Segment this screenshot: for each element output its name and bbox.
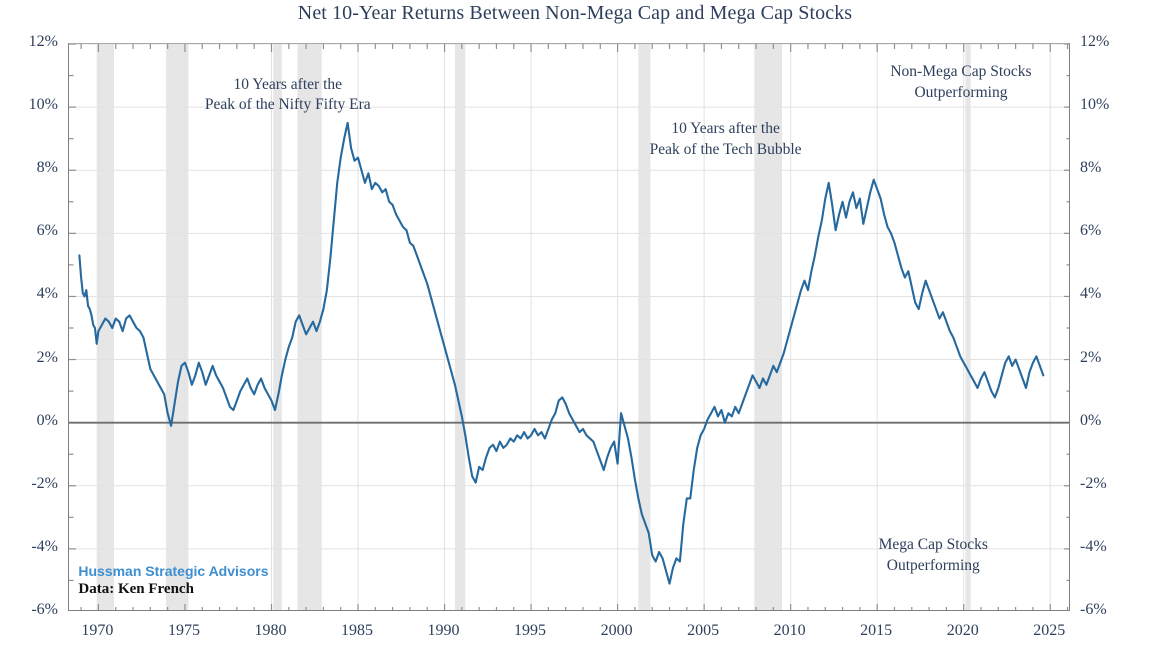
chart-canvas	[69, 44, 1069, 610]
x-axis-tick-label: 2020	[946, 622, 979, 639]
annotation-line-2: Outperforming	[886, 557, 980, 575]
x-axis-tick-label: 2005	[687, 622, 720, 639]
annotation-line-2: Outperforming	[914, 83, 1008, 101]
chart-credit: Hussman Strategic Advisors Data: Ken Fre…	[78, 562, 268, 600]
y-axis-tick-label-left: 6%	[36, 222, 58, 240]
x-axis-tick-label: 2015	[860, 622, 893, 639]
y-axis-tick-label-right: 6%	[1080, 222, 1102, 240]
x-axis-tick-label: 1980	[254, 622, 287, 639]
x-axis-tick-label: 1990	[427, 622, 460, 639]
y-axis-tick-label-left: -2%	[31, 474, 58, 492]
annotation-line-1: Non-Mega Cap Stocks	[890, 62, 1032, 80]
page-title: Net 10-Year Returns Between Non-Mega Cap…	[297, 2, 853, 24]
y-axis-tick-label-right: 12%	[1080, 33, 1110, 50]
y-axis-tick-label-left: 2%	[36, 348, 58, 366]
gridlines	[69, 44, 1069, 610]
y-axis-tick-label-left: 4%	[36, 285, 58, 303]
annotation-line-1: Mega Cap Stocks	[878, 536, 988, 554]
x-axis-tick-label: 1985	[341, 622, 373, 639]
y-axis-tick-label-left: 12%	[28, 33, 58, 50]
x-axis-tick-label: 1995	[514, 622, 547, 639]
y-axis-tick-label-left: -6%	[31, 601, 58, 618]
annotation-line-1: 10 Years after the	[671, 119, 780, 137]
data-series-line	[78, 121, 1045, 585]
y-axis-tick-label-left: 8%	[36, 159, 58, 177]
x-axis-tick-label: 2010	[773, 622, 806, 639]
y-axis-tick-label-left: -4%	[31, 537, 58, 555]
y-axis-tick-label-right: 2%	[1080, 348, 1102, 366]
y-axis-tick-label-right: 8%	[1080, 159, 1102, 177]
y-axis-tick-label-right: 0%	[1080, 411, 1102, 429]
y-axis-tick-label-left: 0%	[36, 411, 58, 429]
annotation-mega-outperforming: Mega Cap Stocks Outperforming	[783, 535, 1083, 577]
annotation-nifty-fifty: 10 Years after the Peak of the Nifty Fif…	[138, 75, 438, 117]
annotation-line-1: 10 Years after the	[233, 75, 343, 93]
annotation-tech-bubble: 10 Years after the Peak of the Tech Bubb…	[576, 119, 876, 161]
y-axis-tick-label-right: -2%	[1080, 474, 1107, 492]
y-axis-tick-label-right: 10%	[1080, 96, 1110, 114]
y-axis-tick-label-right: -4%	[1080, 537, 1107, 555]
y-axis-tick-label-right: -6%	[1080, 601, 1107, 618]
credit-source: Data: Ken French	[78, 581, 194, 598]
annotation-line-2: Peak of the Nifty Fifty Era	[204, 96, 371, 114]
inner-tick-marks	[69, 44, 1069, 610]
y-axis-tick-label-left: 10%	[28, 96, 58, 114]
annotation-line-2: Peak of the Tech Bubble	[649, 140, 802, 158]
y-axis-tick-label-right: 4%	[1080, 285, 1102, 303]
x-axis-tick-label: 1970	[81, 622, 114, 639]
x-axis-tick-label: 2025	[1033, 622, 1066, 639]
credit-brand: Hussman Strategic Advisors	[78, 563, 269, 580]
x-axis-tick-label: 1975	[167, 622, 200, 639]
plot-area	[68, 43, 1070, 611]
x-axis-tick-label: 2000	[600, 622, 633, 639]
annotation-nonmega-outperforming: Non-Mega Cap Stocks Outperforming	[811, 62, 1111, 104]
